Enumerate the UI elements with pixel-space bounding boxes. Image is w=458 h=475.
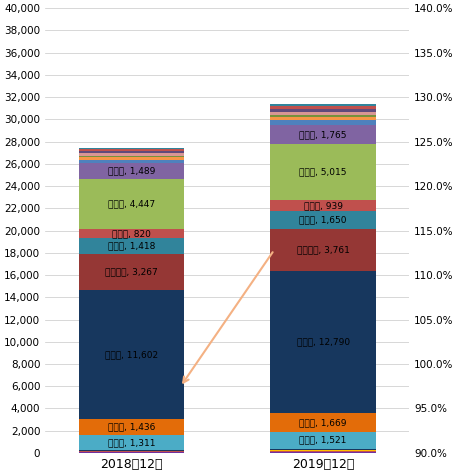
Bar [79,157,184,160]
Bar [270,451,376,452]
Text: 埼玉県, 1,521: 埼玉県, 1,521 [300,436,347,445]
Text: 東京都, 12,790: 東京都, 12,790 [296,337,349,346]
Bar [270,229,376,271]
Bar [270,144,376,200]
Text: 京都府, 820: 京都府, 820 [112,229,151,238]
Text: 愛知県, 1,418: 愛知県, 1,418 [108,241,155,250]
Bar [79,153,184,156]
Bar [79,238,184,254]
Bar [270,210,376,229]
Bar [270,104,376,106]
Bar [270,120,376,125]
Bar [270,125,376,144]
Bar [270,109,376,112]
Bar [270,200,376,210]
Text: 兵庫県, 1,489: 兵庫県, 1,489 [108,167,155,176]
Bar [79,229,184,238]
Bar [270,452,376,453]
Bar [270,115,376,117]
Bar [270,450,376,451]
Text: 愛知県, 1,650: 愛知県, 1,650 [300,215,347,224]
Bar [79,148,184,149]
Bar [79,419,184,435]
Bar [270,106,376,109]
Text: 京都府, 939: 京都府, 939 [304,201,343,210]
Bar [79,156,184,157]
Bar [79,151,184,153]
Bar [79,180,184,229]
Bar [79,452,184,453]
Bar [79,254,184,290]
Text: 千葉県, 1,436: 千葉県, 1,436 [108,423,155,432]
Text: 大阪府, 5,015: 大阪府, 5,015 [300,168,347,177]
Bar [79,149,184,151]
Bar [79,290,184,419]
Text: 大阪府, 4,447: 大阪府, 4,447 [108,200,155,209]
Bar [270,271,376,413]
Bar [79,163,184,180]
Text: 兵庫県, 1,765: 兵庫県, 1,765 [300,130,347,139]
Text: 埼玉県, 1,311: 埼玉県, 1,311 [108,438,155,447]
Bar [270,449,376,450]
Text: 東京都, 11,602: 東京都, 11,602 [105,350,158,359]
Bar [270,112,376,115]
Bar [79,450,184,451]
Bar [79,435,184,450]
Bar [270,432,376,448]
Bar [270,448,376,449]
Bar [270,413,376,432]
Bar [79,451,184,452]
Text: 千葉県, 1,669: 千葉県, 1,669 [300,418,347,427]
Bar [270,117,376,120]
Text: 神奈川県, 3,761: 神奈川県, 3,761 [297,246,349,255]
Bar [79,160,184,163]
Text: 神奈川県, 3,267: 神奈川県, 3,267 [105,267,158,276]
